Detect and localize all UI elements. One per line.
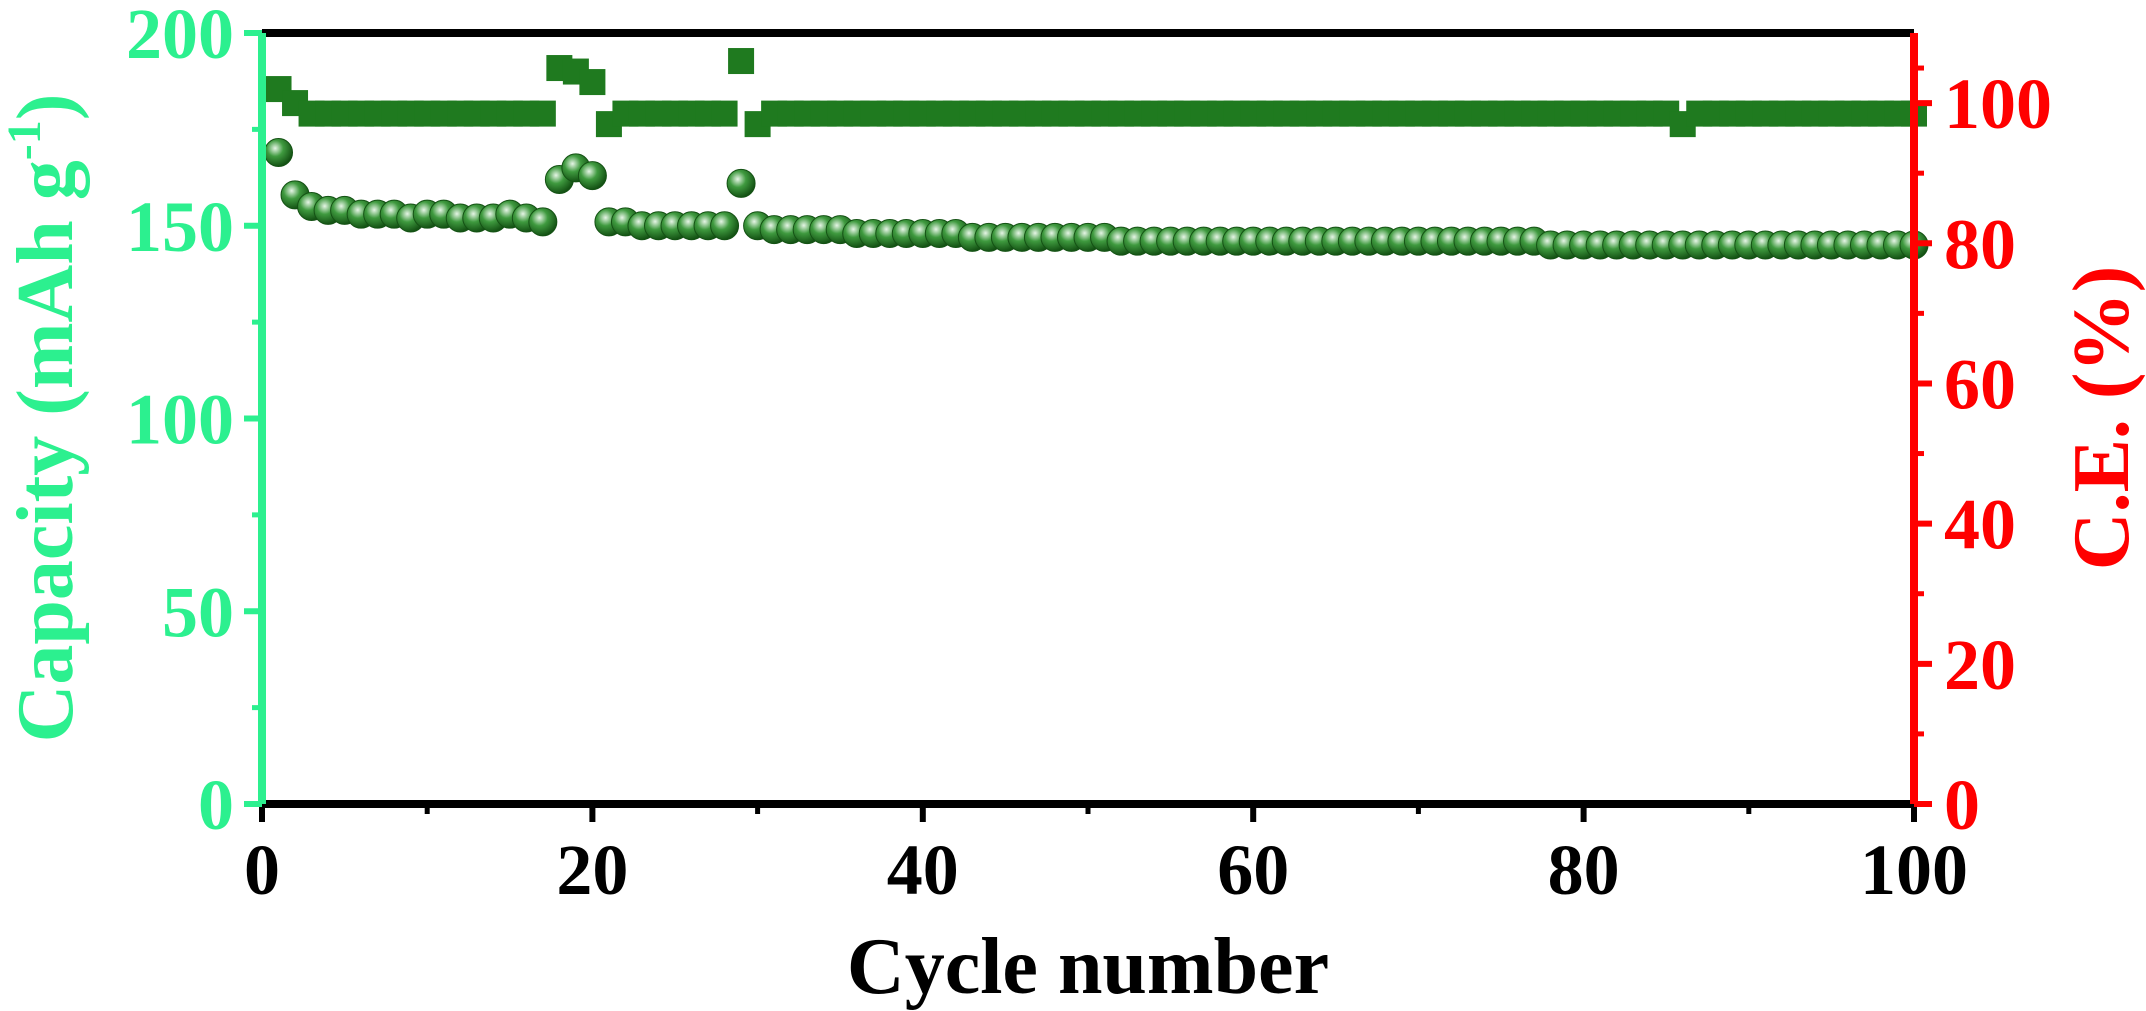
left-tick-label: 100 [126,380,234,460]
right-axis-ticks: 0 20 40 60 80 100 [1914,64,2052,845]
x-tick-label: 60 [1217,830,1289,910]
x-tick-label: 80 [1548,830,1620,910]
ce-point [728,48,755,75]
right-tick-label: 100 [1944,64,2052,144]
x-axis-ticks: 0 20 40 60 80 100 [244,804,1968,910]
ce-point [711,100,738,127]
capacity-point [710,211,740,241]
right-tick-label: 20 [1944,625,2016,705]
ce-point [529,100,556,127]
left-tick-label: 150 [126,187,234,267]
capacity-point [264,138,294,168]
left-axis-ticks: 0 50 100 150 200 [126,0,262,845]
x-tick-label: 100 [1860,830,1968,910]
x-tick-label: 40 [887,830,959,910]
right-axis-title: C.E. (%) [2058,266,2146,570]
left-tick-label: 50 [162,572,234,652]
capacity-point [528,207,558,237]
right-tick-label: 80 [1944,204,2016,284]
x-axis-title: Cycle number [847,923,1329,1011]
x-tick-label: 0 [244,830,280,910]
left-axis-title: Capacity (mAh g-1) [0,94,90,743]
capacity-series [264,138,1929,260]
right-tick-label: 40 [1944,485,2016,565]
left-tick-label: 0 [198,765,234,845]
x-tick-label: 20 [556,830,628,910]
ce-point [579,69,606,96]
ce-series [265,48,1927,138]
left-tick-label: 200 [126,0,234,74]
right-tick-label: 60 [1944,344,2016,424]
plot-frame [258,29,1918,808]
right-tick-label: 0 [1944,765,1980,845]
capacity-point [726,168,756,198]
capacity-point [577,161,607,191]
